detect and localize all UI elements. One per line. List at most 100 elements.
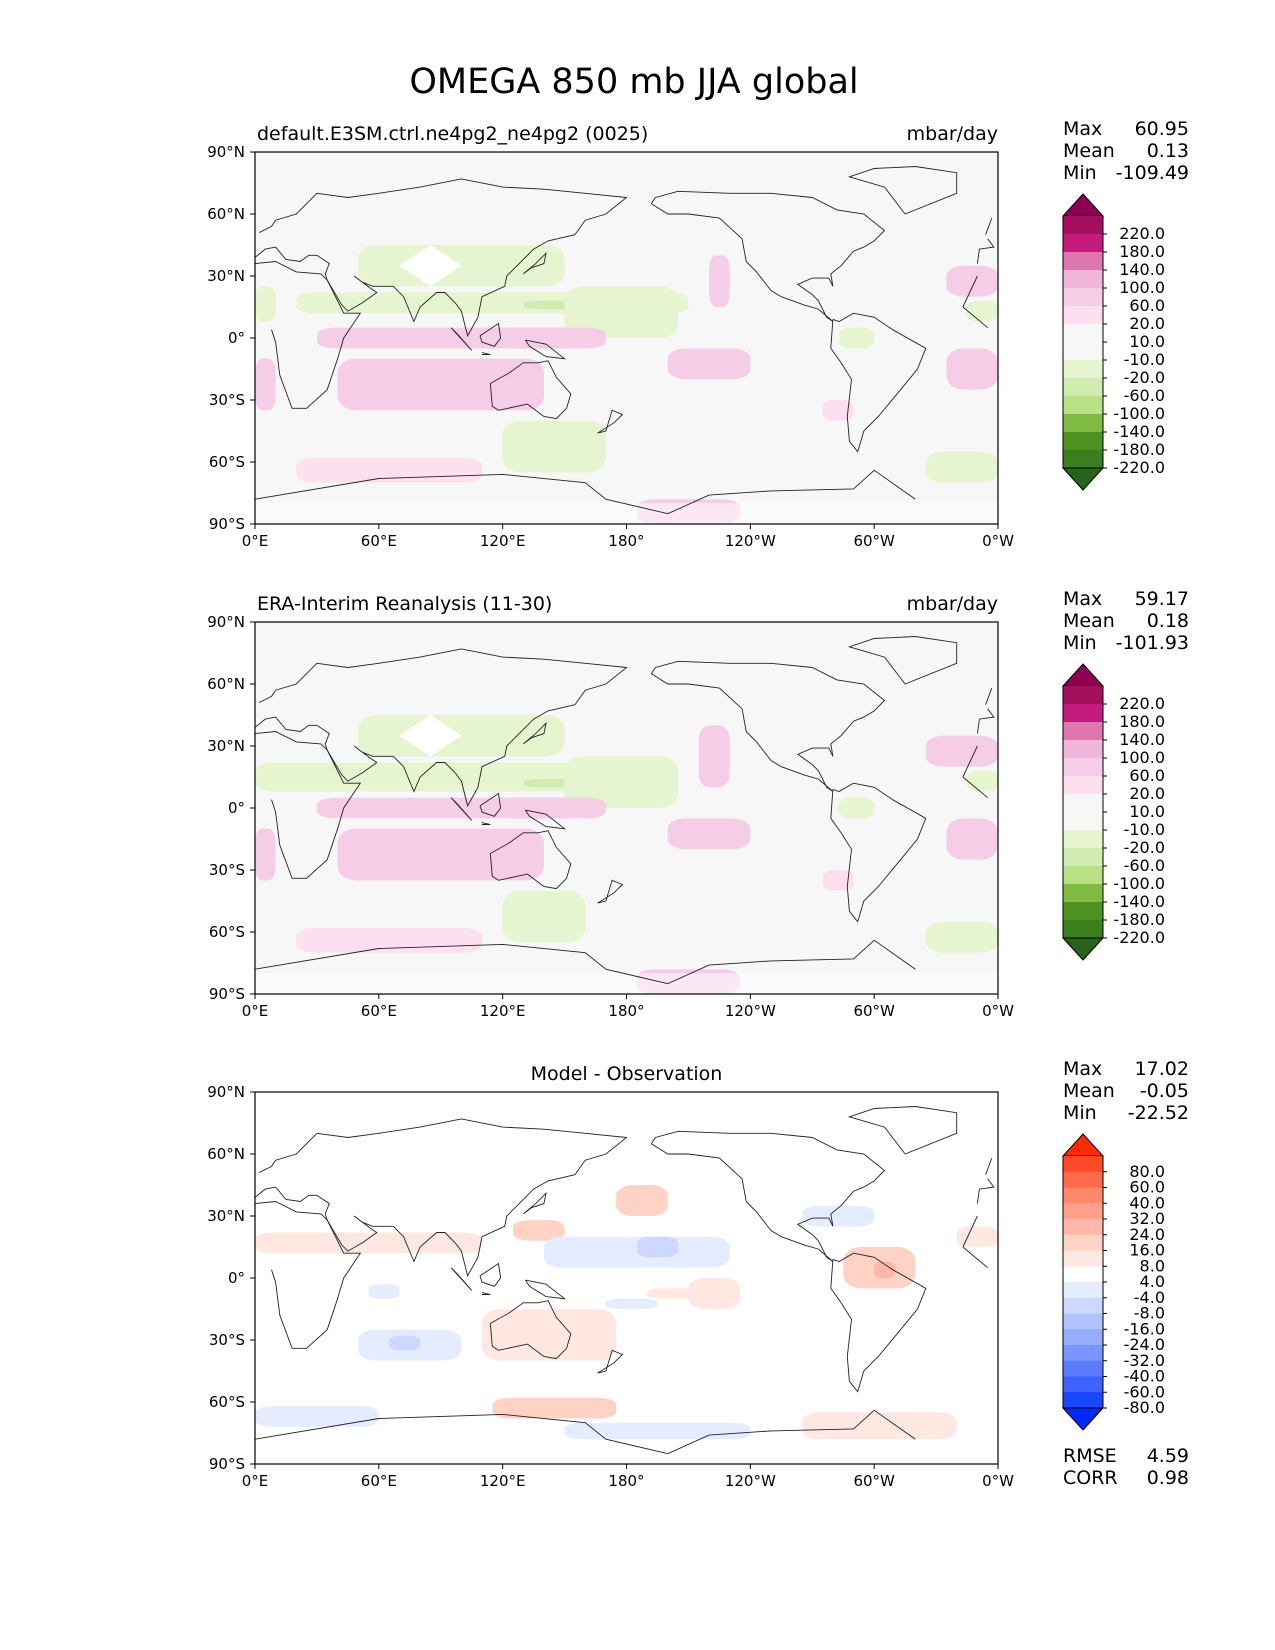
- colorbar-tick-label: 100.0: [1119, 278, 1165, 297]
- coastlines: [255, 636, 995, 985]
- contour-region: [616, 1185, 668, 1216]
- stat-value: 60.95: [1135, 118, 1189, 140]
- coastline: [985, 217, 993, 235]
- colorbar-segment: [1063, 1282, 1103, 1299]
- lat-tick-label: 90°N: [207, 613, 245, 631]
- contour-region: [564, 756, 679, 808]
- lat-tick-label: 30°S: [209, 391, 245, 409]
- colorbar-tick-label: 60.0: [1129, 296, 1165, 315]
- contour-region: [255, 1406, 379, 1427]
- contour-region: [605, 1298, 658, 1309]
- contour-region: [946, 265, 998, 297]
- stat-value: -22.52: [1128, 1102, 1189, 1124]
- colorbar-segment: [1063, 360, 1103, 379]
- coastline: [985, 1157, 993, 1175]
- colorbar-segment: [1063, 414, 1103, 433]
- colorbar-segment: [1063, 920, 1103, 939]
- coastline: [255, 261, 988, 409]
- lon-tick-label: 0°E: [242, 1472, 269, 1490]
- coastline: [255, 1409, 916, 1455]
- coastline: [830, 1252, 927, 1393]
- coastline: [847, 636, 958, 685]
- colorbar-tick-label: 140.0: [1119, 730, 1165, 749]
- coastline: [255, 178, 995, 338]
- lon-tick-label: 60°W: [853, 1472, 895, 1490]
- panel-title-left: ERA-Interim Reanalysis (11-30): [257, 593, 552, 615]
- colorbar-tick-label: 10.0: [1129, 332, 1165, 351]
- colorbar-tick-label: -140.0: [1113, 892, 1165, 911]
- contour-region: [564, 1422, 751, 1440]
- colorbar-segment: [1063, 866, 1103, 885]
- colorbar-tick-label: -60.0: [1124, 856, 1165, 875]
- colorbar-segment: [1063, 704, 1103, 723]
- contour-region: [358, 245, 565, 287]
- coastline: [255, 648, 995, 808]
- lon-tick-label: 180°: [608, 532, 644, 550]
- contour-region: [255, 828, 276, 881]
- contour-region: [801, 1205, 875, 1227]
- stat-label: Mean: [1063, 610, 1115, 632]
- colorbar-tick-label: -100.0: [1113, 404, 1165, 423]
- contour-region: [543, 1236, 730, 1268]
- lon-tick-label: 0°E: [242, 1002, 269, 1020]
- stat-value: 0.13: [1147, 140, 1189, 162]
- lat-tick-label: 30°N: [207, 1207, 245, 1225]
- colorbar-extend-max: [1061, 1133, 1105, 1157]
- colorbar-tick-label: -10.0: [1124, 820, 1165, 839]
- stat-label: Max: [1063, 588, 1102, 610]
- lon-tick-label: 120°E: [480, 1472, 526, 1490]
- stat-value: -101.93: [1116, 632, 1189, 654]
- colorbar-segment: [1063, 740, 1103, 759]
- contour-region: [822, 870, 854, 891]
- missing-data-region: [399, 715, 462, 757]
- lat-tick-label: 90°S: [209, 1455, 245, 1473]
- contour-region: [709, 255, 730, 307]
- coastline: [255, 469, 916, 515]
- colorbar-segment: [1063, 830, 1103, 849]
- colorbar-tick-label: 40.0: [1129, 1193, 1165, 1212]
- contour-region: [296, 457, 483, 483]
- map-field: [255, 622, 998, 994]
- coastline: [650, 190, 886, 322]
- contour-region: [956, 1226, 998, 1247]
- coastline: [489, 360, 572, 420]
- coastline: [489, 1300, 572, 1360]
- coastline: [650, 660, 886, 792]
- contour-region: [492, 327, 606, 349]
- colorbar-segment: [1063, 342, 1103, 361]
- colorbar: 220.0180.0140.0100.060.020.010.0-10.0-20…: [1061, 193, 1165, 491]
- coastline: [255, 939, 916, 985]
- coastline: [847, 166, 958, 215]
- contour-region: [667, 348, 751, 380]
- colorbar-tick-label: 180.0: [1119, 712, 1165, 731]
- stat-label: Min: [1063, 162, 1097, 184]
- stat-label: Max: [1063, 1058, 1102, 1080]
- stat-label: CORR: [1063, 1467, 1118, 1489]
- colorbar-segment: [1063, 1171, 1103, 1188]
- colorbar-segment: [1063, 396, 1103, 415]
- contour-region: [822, 400, 854, 421]
- colorbar-segment: [1063, 1203, 1103, 1220]
- contour-region: [925, 921, 998, 953]
- panel-title-left: default.E3SM.ctrl.ne4pg2_ne4pg2 (0025): [257, 123, 648, 145]
- contour-region: [482, 1309, 617, 1361]
- colorbar-tick-label: 80.0: [1129, 1162, 1165, 1181]
- contour-region: [255, 286, 276, 322]
- contour-region: [564, 286, 679, 338]
- contour-region: [296, 927, 483, 953]
- lon-tick-label: 60°E: [361, 532, 397, 550]
- contour-region: [502, 420, 606, 473]
- coastline: [525, 1279, 567, 1300]
- lat-tick-label: 90°N: [207, 143, 245, 161]
- map-field: [255, 1092, 998, 1464]
- stat-label: RMSE: [1063, 1445, 1117, 1467]
- colorbar-segment: [1063, 1156, 1103, 1173]
- lon-tick-label: 0°W: [982, 1472, 1014, 1490]
- lon-tick-label: 60°E: [361, 1472, 397, 1490]
- coastline: [597, 1349, 624, 1374]
- lon-tick-label: 60°E: [361, 1002, 397, 1020]
- contour-region: [337, 358, 544, 411]
- coastlines: [255, 1106, 995, 1455]
- contour-region: [358, 715, 565, 757]
